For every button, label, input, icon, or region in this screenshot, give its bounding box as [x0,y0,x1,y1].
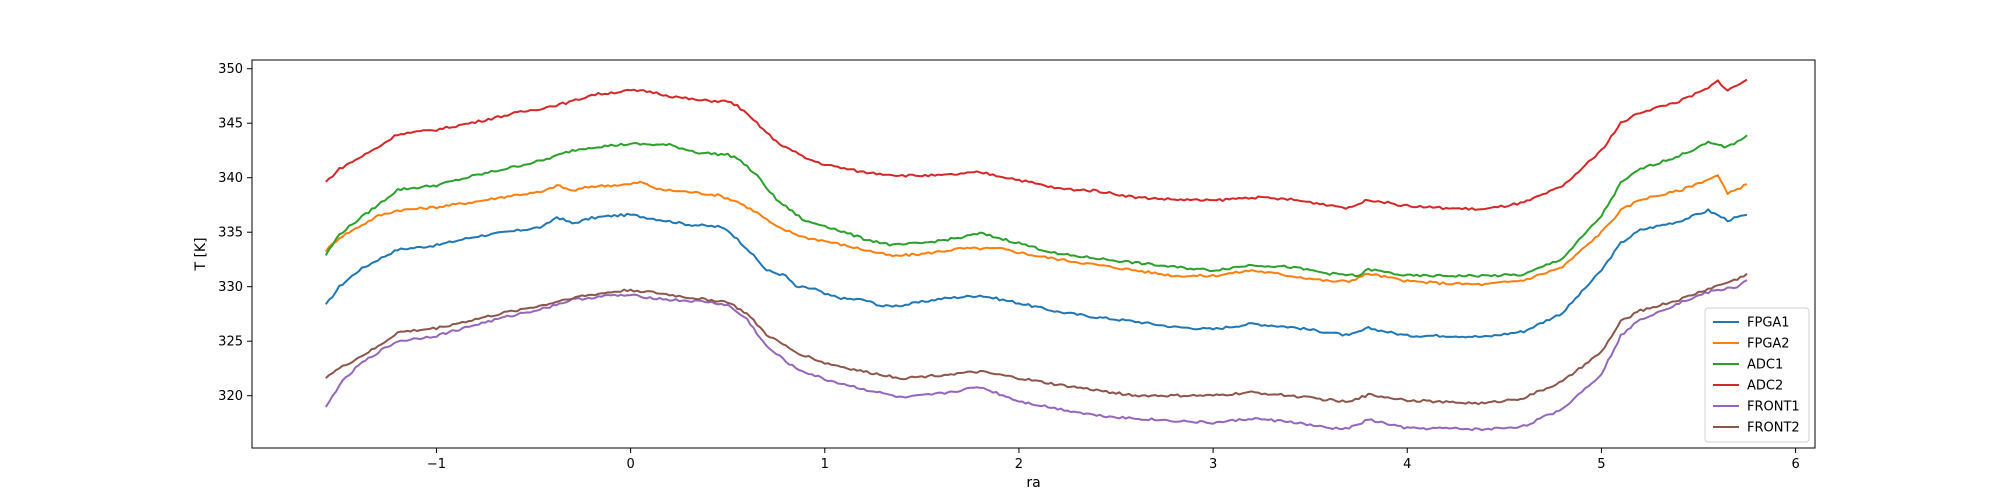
x-axis-label: ra [1026,475,1040,491]
plot-frame [251,59,1816,449]
legend-label-fpga2: FPGA2 [1747,337,1790,352]
y-tick-label: 320 [218,389,243,404]
x-axis: −1 0 1 2 3 4 5 6 [427,448,1800,472]
legend-label-front1: FRONT1 [1747,400,1800,415]
x-tick-label: −1 [427,457,446,472]
y-axis: 320 325 330 335 340 345 350 [218,62,252,404]
y-tick-label: 345 [218,117,243,132]
series-line-adc2 [325,78,1748,211]
y-tick-label: 325 [218,335,243,350]
legend-box [1704,307,1810,443]
series-layer [324,78,1748,432]
x-tick-label: 1 [821,457,829,472]
legend-label-fpga1: FPGA1 [1747,316,1790,331]
y-tick-label: 350 [218,62,243,77]
series-line-adc1 [324,134,1748,278]
series-line-fpga1 [324,208,1748,339]
series-line-fpga2 [324,174,1748,287]
x-tick-label: 5 [1597,457,1605,472]
legend: FPGA1 FPGA2 ADC1 ADC2 FRONT1 FRONT2 [1704,307,1810,443]
x-tick-label: 3 [1209,457,1217,472]
series-line-front2 [325,272,1748,406]
y-tick-label: 340 [218,171,243,186]
y-tick-label: 330 [218,280,243,295]
x-tick-label: 0 [626,457,634,472]
series-line-front1 [324,279,1748,432]
legend-label-adc2: ADC2 [1747,379,1783,394]
y-tick-label: 335 [218,226,243,241]
x-tick-label: 4 [1403,457,1411,472]
x-tick-label: 6 [1791,457,1799,472]
x-tick-label: 2 [1015,457,1023,472]
y-axis-label: T [K] [193,237,209,271]
legend-label-adc1: ADC1 [1747,358,1783,373]
legend-label-front2: FRONT2 [1747,421,1800,436]
